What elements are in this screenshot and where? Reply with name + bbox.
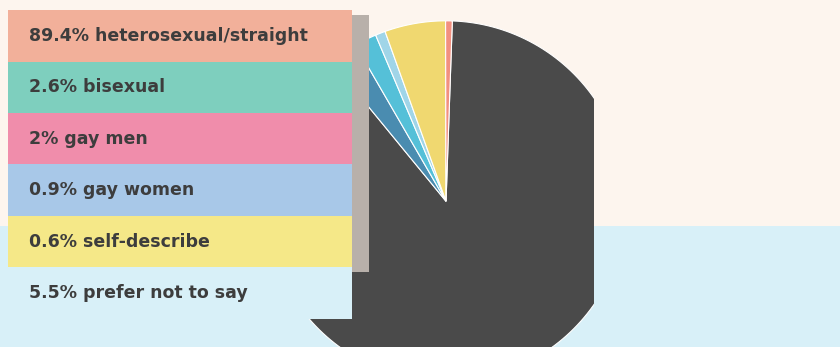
- Bar: [0, 226, 840, 347]
- Polygon shape: [445, 21, 452, 201]
- Bar: [25, 15, 369, 67]
- Polygon shape: [375, 32, 446, 201]
- Text: 89.4% heterosexual/straight: 89.4% heterosexual/straight: [29, 27, 308, 45]
- Text: 2% gay men: 2% gay men: [29, 130, 148, 148]
- Bar: [8, 113, 352, 164]
- Polygon shape: [265, 21, 627, 347]
- Bar: [8, 62, 352, 113]
- Polygon shape: [332, 45, 446, 201]
- Bar: [0, 0, 840, 226]
- Bar: [8, 10, 352, 62]
- Polygon shape: [355, 35, 446, 201]
- Text: 2.6% bisexual: 2.6% bisexual: [29, 78, 165, 96]
- Text: 0.6% self-describe: 0.6% self-describe: [29, 232, 210, 251]
- Bar: [25, 221, 369, 272]
- Text: 0.9% gay women: 0.9% gay women: [29, 181, 195, 199]
- Bar: [25, 169, 369, 221]
- Bar: [25, 118, 369, 169]
- Text: 5.5% prefer not to say: 5.5% prefer not to say: [29, 284, 248, 302]
- Bar: [8, 267, 352, 319]
- Bar: [8, 216, 352, 267]
- Polygon shape: [385, 21, 446, 201]
- Bar: [25, 67, 369, 118]
- Bar: [8, 164, 352, 216]
